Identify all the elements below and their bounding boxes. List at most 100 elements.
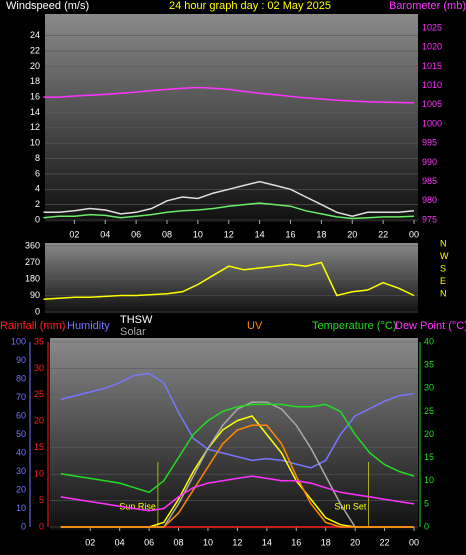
y-tick-label: 20 bbox=[30, 61, 40, 71]
y-tick-label: 24 bbox=[30, 30, 40, 40]
x-tick-label: 14 bbox=[262, 537, 272, 547]
y-tick-label: 0 bbox=[35, 214, 40, 224]
series-line bbox=[60, 403, 415, 494]
y3-tick-label: 100 bbox=[11, 336, 26, 346]
y2-tick-label: 975 bbox=[422, 214, 437, 224]
x-tick-label: 04 bbox=[115, 537, 125, 547]
x-tick-label: 10 bbox=[193, 229, 203, 239]
y2-tick-label: 1010 bbox=[422, 80, 442, 90]
y-tick-label: 12 bbox=[30, 122, 40, 132]
y2-tick-label: 995 bbox=[422, 138, 437, 148]
x-tick-label: 20 bbox=[347, 229, 357, 239]
y2-tick-label: 980 bbox=[422, 195, 437, 205]
y2-tick-label: 1015 bbox=[422, 61, 442, 71]
compass-label: S bbox=[440, 263, 446, 273]
y-tick-label: 35 bbox=[34, 336, 44, 346]
x-tick-label: 18 bbox=[316, 229, 326, 239]
series-line bbox=[43, 86, 415, 104]
compass-label: W bbox=[440, 251, 449, 261]
y-tick-label: 90 bbox=[30, 290, 40, 300]
y3-tick-label: 20 bbox=[16, 484, 26, 494]
y2-tick-label: 35 bbox=[424, 360, 434, 370]
annotation: Sun Set bbox=[334, 501, 367, 511]
y3-tick-label: 60 bbox=[16, 410, 26, 420]
legend: Humidity bbox=[67, 320, 110, 332]
y2-tick-label: 30 bbox=[424, 383, 434, 393]
x-tick-label: 16 bbox=[291, 537, 301, 547]
y-tick-label: 18 bbox=[30, 76, 40, 86]
y3-tick-label: 70 bbox=[16, 392, 26, 402]
x-tick-label: 06 bbox=[144, 537, 154, 547]
y-tick-label: 10 bbox=[30, 138, 40, 148]
x-tick-label: 00 bbox=[409, 537, 419, 547]
x-tick-label: 08 bbox=[174, 537, 184, 547]
y3-tick-label: 50 bbox=[16, 429, 26, 439]
x-tick-label: 16 bbox=[285, 229, 295, 239]
y2-label: Barometer (mb) bbox=[389, 0, 466, 12]
y-tick-label: 360 bbox=[25, 240, 40, 250]
series-line bbox=[43, 180, 415, 217]
y-tick-label: 22 bbox=[30, 45, 40, 55]
legend: Temperature (°C) bbox=[312, 320, 396, 332]
plot-bg bbox=[45, 243, 418, 313]
y2-tick-label: 0 bbox=[424, 521, 429, 531]
y2-tick-label: 985 bbox=[422, 176, 437, 186]
y2-tick-label: 1000 bbox=[422, 118, 442, 128]
x-tick-label: 00 bbox=[409, 229, 419, 239]
compass-label: N bbox=[440, 238, 447, 248]
y3-tick-label: 0 bbox=[21, 521, 26, 531]
y-tick-label: 25 bbox=[34, 389, 44, 399]
x-tick-label: 08 bbox=[162, 229, 172, 239]
x-tick-label: 14 bbox=[255, 229, 265, 239]
y3-tick-label: 30 bbox=[16, 466, 26, 476]
x-tick-label: 02 bbox=[85, 537, 95, 547]
y-tick-label: 2 bbox=[35, 199, 40, 209]
y2-tick-label: 1020 bbox=[422, 42, 442, 52]
y2-tick-label: 10 bbox=[424, 475, 434, 485]
x-tick-label: 02 bbox=[69, 229, 79, 239]
y-tick-label: 270 bbox=[25, 257, 40, 267]
y2-tick-label: 1025 bbox=[422, 22, 442, 32]
y3-tick-label: 90 bbox=[16, 355, 26, 365]
y-tick-label: 15 bbox=[34, 442, 44, 452]
y2-tick-label: 20 bbox=[424, 429, 434, 439]
y2-tick-label: 990 bbox=[422, 157, 437, 167]
y-tick-label: 14 bbox=[30, 107, 40, 117]
series-line bbox=[60, 424, 414, 528]
y-tick-label: 20 bbox=[34, 416, 44, 426]
x-tick-label: 12 bbox=[232, 537, 242, 547]
y-tick-label: 10 bbox=[34, 469, 44, 479]
x-tick-label: 22 bbox=[380, 537, 390, 547]
x-tick-label: 18 bbox=[321, 537, 331, 547]
y-tick-label: 30 bbox=[34, 363, 44, 373]
x-tick-label: 06 bbox=[131, 229, 141, 239]
compass-label: E bbox=[440, 276, 446, 286]
legend: Rainfall (mm) bbox=[0, 320, 65, 332]
legend: Solar bbox=[120, 326, 146, 338]
x-tick-label: 22 bbox=[378, 229, 388, 239]
y-tick-label: 5 bbox=[39, 495, 44, 505]
x-tick-label: 10 bbox=[203, 537, 213, 547]
y3-tick-label: 40 bbox=[16, 447, 26, 457]
y-tick-label: 6 bbox=[35, 168, 40, 178]
series-line bbox=[43, 202, 415, 220]
y-label: Windspeed (m/s) bbox=[6, 0, 89, 12]
y-tick-label: 0 bbox=[35, 306, 40, 316]
y2-tick-label: 25 bbox=[424, 406, 434, 416]
y2-tick-label: 40 bbox=[424, 336, 434, 346]
x-tick-label: 04 bbox=[100, 229, 110, 239]
x-tick-label: 20 bbox=[350, 537, 360, 547]
y3-tick-label: 80 bbox=[16, 373, 26, 383]
y-tick-label: 180 bbox=[25, 273, 40, 283]
x-tick-label: 12 bbox=[224, 229, 234, 239]
y2-tick-label: 1005 bbox=[422, 99, 442, 109]
y2-tick-label: 15 bbox=[424, 452, 434, 462]
chart-title: 24 hour graph day : 02 May 2025 bbox=[169, 0, 331, 12]
series-line bbox=[43, 261, 415, 300]
y-tick-label: 0 bbox=[39, 521, 44, 531]
y2-tick-label: 5 bbox=[424, 498, 429, 508]
annotation: Sun Rise bbox=[119, 501, 156, 511]
legend: UV bbox=[247, 320, 263, 332]
series-line bbox=[60, 372, 415, 469]
